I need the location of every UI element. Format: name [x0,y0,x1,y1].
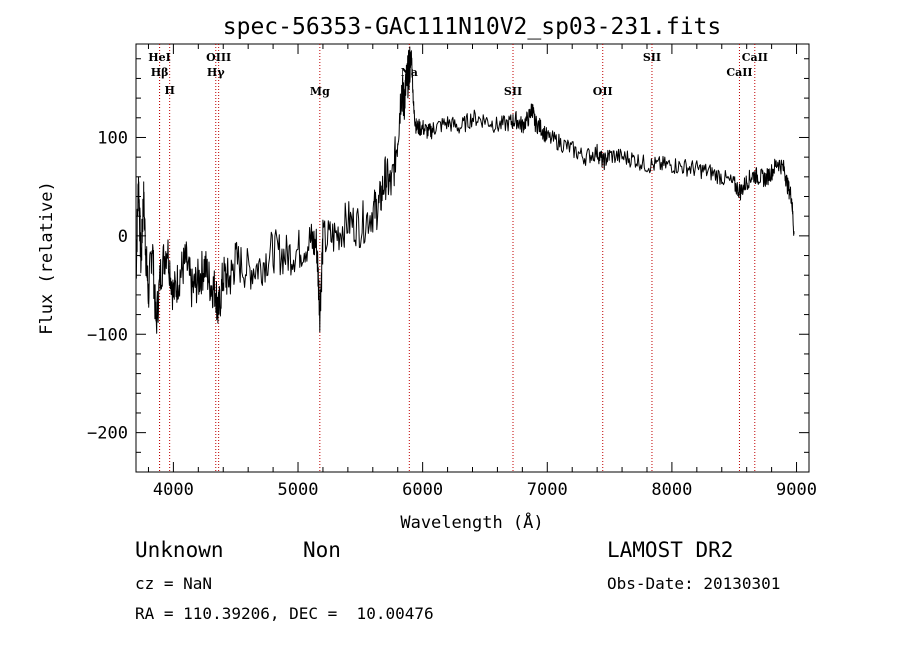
y-tick-label: 0 [118,227,128,247]
spectral-line-labels: Hβ HeI H OIII Hγ Mg Na SII OII SII CaII CaII [148,51,768,98]
x-tick-label: 4000 [153,480,194,500]
spectral-line-label: Mg [310,85,330,98]
redshift-label: cz = NaN [135,574,213,593]
y-tick-label: −200 [87,424,128,444]
spectral-line-label: OII [593,85,613,98]
spectral-line-label: H [164,84,174,97]
y-tick-label: 100 [97,128,128,148]
axis-tick-labels: 4000 5000 6000 7000 8000 9000 100 0 −100 −200 [87,128,817,500]
x-tick-label: 8000 [651,480,692,500]
spectral-line-label: Na [401,66,418,79]
x-axis-label: Wavelength (Å) [400,511,543,533]
obs-date-label: Obs-Date: 20130301 [607,574,781,593]
spectral-line-label: Hγ [207,66,225,79]
x-tick-label: 5000 [278,480,319,500]
spectral-line-label: SII [504,85,522,98]
y-tick-label: −100 [87,325,128,345]
chart-title: spec-56353-GAC111N10V2_sp03-231.fits [223,14,722,40]
object-subclass: Non [303,538,341,562]
spectral-line-label: OIII [206,51,231,64]
spectral-line-label: SII [643,51,661,64]
spectrum-line [135,46,795,334]
spectral-line-label: HeI [148,51,171,64]
x-tick-label: 9000 [776,480,817,500]
x-tick-label: 6000 [402,480,443,500]
x-tick-label: 7000 [527,480,568,500]
survey-label: LAMOST DR2 [607,538,734,562]
coordinates-label: RA = 110.39206, DEC = 10.00476 [135,604,434,623]
spectral-line-markers [159,44,756,472]
spectral-line-label: Hβ [151,66,169,79]
object-class: Unknown [135,538,224,562]
y-axis-label: Flux (relative) [37,181,57,335]
axis-ticks [136,44,809,473]
spectral-line-label: CaII [726,66,752,79]
spectral-line-label: CaII [742,51,768,64]
